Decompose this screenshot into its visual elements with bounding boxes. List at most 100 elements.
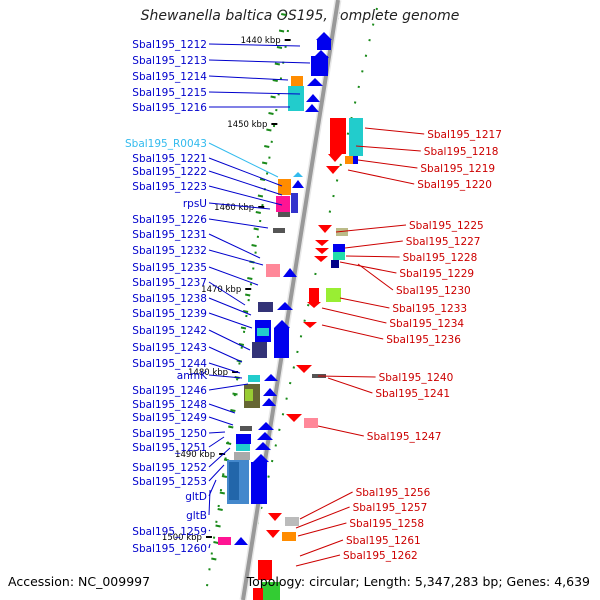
right-gene-label: Sbal195_1225: [409, 220, 484, 232]
tick-mark: [215, 524, 221, 528]
gene-arrow: [258, 422, 274, 430]
left-leader-line: [208, 374, 243, 379]
right-leader-line: [321, 324, 384, 340]
right-leader-line: [297, 522, 347, 537]
tick-mark: [278, 29, 285, 33]
left-leader-line: [208, 281, 246, 306]
gene-block: [245, 389, 253, 401]
gene-block: [311, 56, 328, 76]
gene-arrow: [326, 166, 340, 174]
tick-mark: [268, 112, 274, 115]
right-leader-line: [339, 261, 397, 274]
left-gene-label: Sbal195_1253: [132, 476, 207, 488]
gene-arrow: [306, 94, 320, 102]
genome-summary-text: Topology: circular; Length: 5,347,283 bp…: [246, 574, 590, 589]
diagram-title: Shewanella baltica OS195, complete genom…: [140, 8, 460, 24]
right-leader-line: [344, 240, 403, 249]
right-leader-line: [347, 169, 415, 185]
gene-block: [236, 444, 250, 451]
tick-mark: [259, 178, 266, 181]
gene-arrow: [255, 442, 271, 450]
gene-arrow: [303, 322, 317, 328]
left-gene-label: Sbal195_1221: [132, 153, 207, 165]
left-gene-label: rpsU: [183, 198, 207, 210]
left-leader-line: [208, 383, 249, 391]
gene-block: [278, 179, 291, 195]
right-leader-line: [345, 255, 400, 258]
gene-block: [291, 76, 303, 86]
left-gene-label: Sbal195_1244: [132, 358, 207, 370]
left-gene-label: Sbal195_1249: [132, 412, 207, 424]
left-gene-labels: Sbal195_1212 Sbal195_1213 Sbal195_1214 Sbal…: [125, 39, 311, 555]
right-gene-label: Sbal195_1227: [406, 236, 481, 248]
left-gene-label: Sbal195_1260: [132, 543, 207, 555]
left-gene-label: Sbal195_1248: [132, 399, 207, 411]
gene-arrow: [305, 104, 319, 112]
gene-arrow: [315, 240, 329, 246]
left-leader-line: [208, 202, 271, 210]
gene-block: [218, 537, 231, 545]
tick-mark: [219, 491, 225, 495]
right-leader-line: [355, 145, 421, 152]
right-leader-line: [357, 159, 418, 169]
right-gene-label: Sbal195_1218: [424, 146, 499, 158]
left-gene-label: Sbal195_1251: [132, 442, 207, 454]
tick-mark: [261, 161, 268, 165]
gene-arrow: [307, 78, 323, 86]
left-gene-label: Sbal195_1238: [132, 293, 207, 305]
right-leader-line: [295, 554, 341, 567]
gene-arrow: [268, 513, 282, 521]
tick-mark: [270, 95, 276, 99]
gene-block: [291, 193, 298, 213]
left-gene-label: Sbal195_1243: [132, 342, 207, 354]
left-gene-label: Sbal195_1214: [132, 71, 207, 83]
right-leader-line: [299, 539, 344, 557]
left-gene-label: Sbal195_1237: [132, 277, 207, 289]
tick-mark: [221, 475, 228, 478]
gene-arrow: [266, 530, 280, 538]
gene-block: [345, 156, 353, 164]
left-gene-label: Sbal195_1231: [132, 229, 207, 241]
left-leader-line: [208, 403, 236, 414]
gene-block: [248, 375, 260, 382]
gene-block: [234, 452, 250, 460]
gene-arrow: [277, 302, 293, 310]
right-leader-line: [317, 375, 376, 378]
right-leader-line: [295, 506, 350, 529]
left-leader-line: [208, 529, 211, 532]
tick-mark: [276, 46, 283, 49]
right-gene-label: Sbal195_1220: [417, 179, 492, 191]
right-gene-label: Sbal195_1256: [356, 487, 431, 499]
tick-mark: [274, 62, 281, 66]
right-gene-labels: Sbal195_1217 Sbal195_1218 Sbal195_1219 Sbal…: [295, 127, 502, 567]
left-leader-line: [208, 297, 252, 316]
left-leader-line: [208, 436, 225, 448]
right-gene-label: Sbal195_1257: [353, 502, 428, 514]
tick-mark: [211, 557, 217, 561]
left-leader-line: [208, 329, 251, 351]
forward-genes: [218, 32, 332, 545]
right-leader-line: [321, 307, 387, 324]
left-leader-line: [208, 157, 283, 187]
gene-block: [333, 244, 345, 252]
left-leader-line: [208, 59, 311, 64]
right-leader-line: [357, 263, 394, 291]
gene-arrow: [263, 388, 277, 396]
gene-block: [333, 252, 345, 260]
left-leader-line: [208, 185, 283, 206]
gene-arrow: [316, 32, 332, 40]
right-leader-line: [364, 127, 425, 135]
right-gene-label: Sbal195_1219: [420, 163, 495, 175]
left-gene-label: gltB: [186, 510, 207, 522]
left-gene-label: gltD: [185, 491, 207, 503]
gene-arrow: [314, 256, 328, 262]
gene-block: [276, 196, 290, 212]
right-leader-line: [335, 224, 407, 233]
kbp-marker: 1440 kbp: [241, 36, 281, 46]
left-gene-label: Sbal195_1235: [132, 262, 207, 274]
gene-arrow: [274, 320, 290, 328]
left-leader-line: [208, 249, 264, 266]
right-leader-line: [327, 377, 373, 394]
tick-mark: [266, 128, 272, 132]
